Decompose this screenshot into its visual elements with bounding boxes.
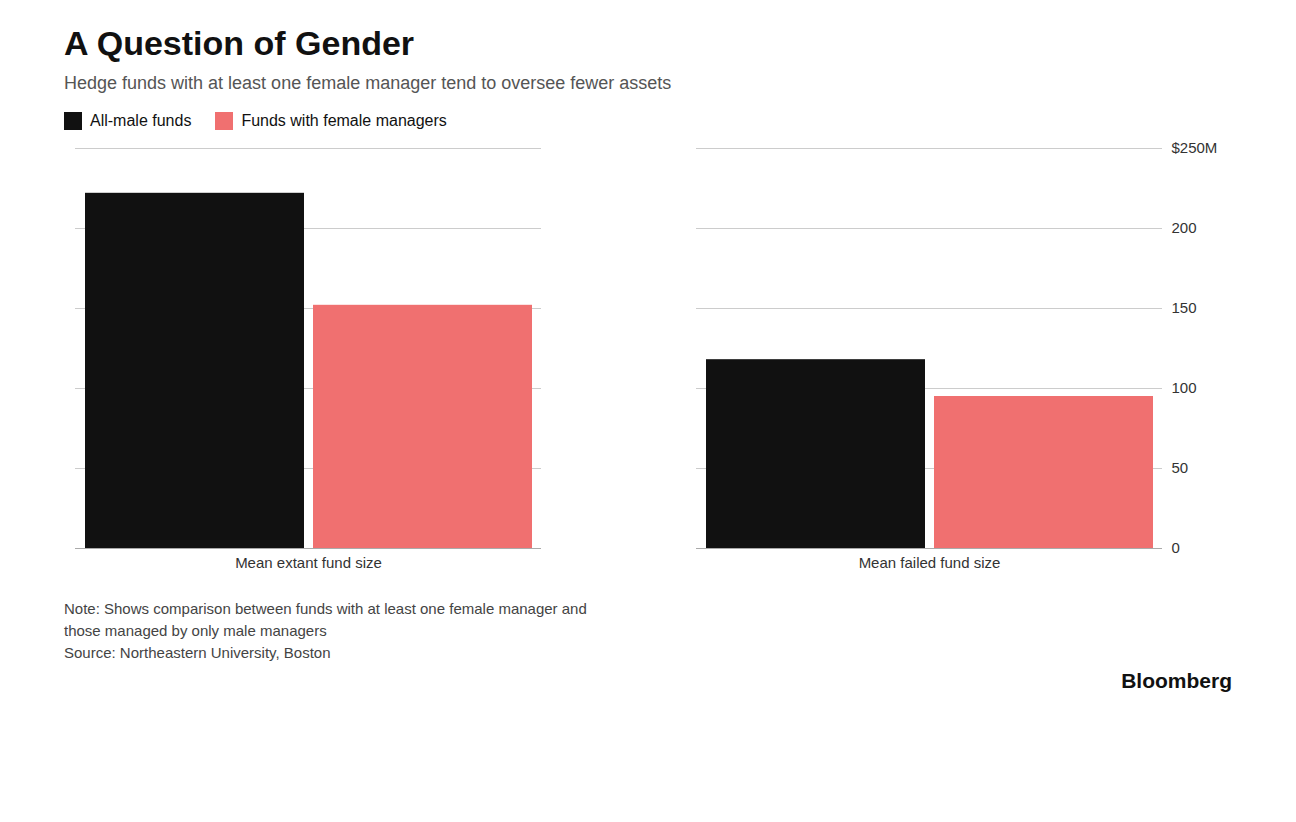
svg-text:Mean failed fund size: Mean failed fund size [859,554,1001,571]
svg-text:0: 0 [1172,539,1180,556]
svg-text:50: 50 [1172,459,1189,476]
html-text:those managed by only male man: those managed by only male managers [64,621,327,639]
html-text:Source: Northeastern Universit: Source: Northeastern University, Boston [64,643,331,661]
svg-text:200: 200 [1172,219,1197,236]
html-text:All-male funds: All-male funds [90,112,192,129]
html-text:A Question of Gender: A Question of Gender [64,24,415,62]
html-text:Bloomberg: Bloomberg [1121,669,1232,693]
html-text:Note: Shows comparison between: Note: Shows comparison between funds wit… [64,600,587,617]
html-text:Hedge funds with at least one: Hedge funds with at least one female man… [64,73,672,93]
svg-text:100: 100 [1172,379,1197,396]
svg-text:Mean extant fund size: Mean extant fund size [235,554,382,571]
html-text:Funds with female managers: Funds with female managers [241,112,447,129]
svg-text:150: 150 [1172,299,1197,316]
svg-text:$250M: $250M [1172,139,1218,156]
